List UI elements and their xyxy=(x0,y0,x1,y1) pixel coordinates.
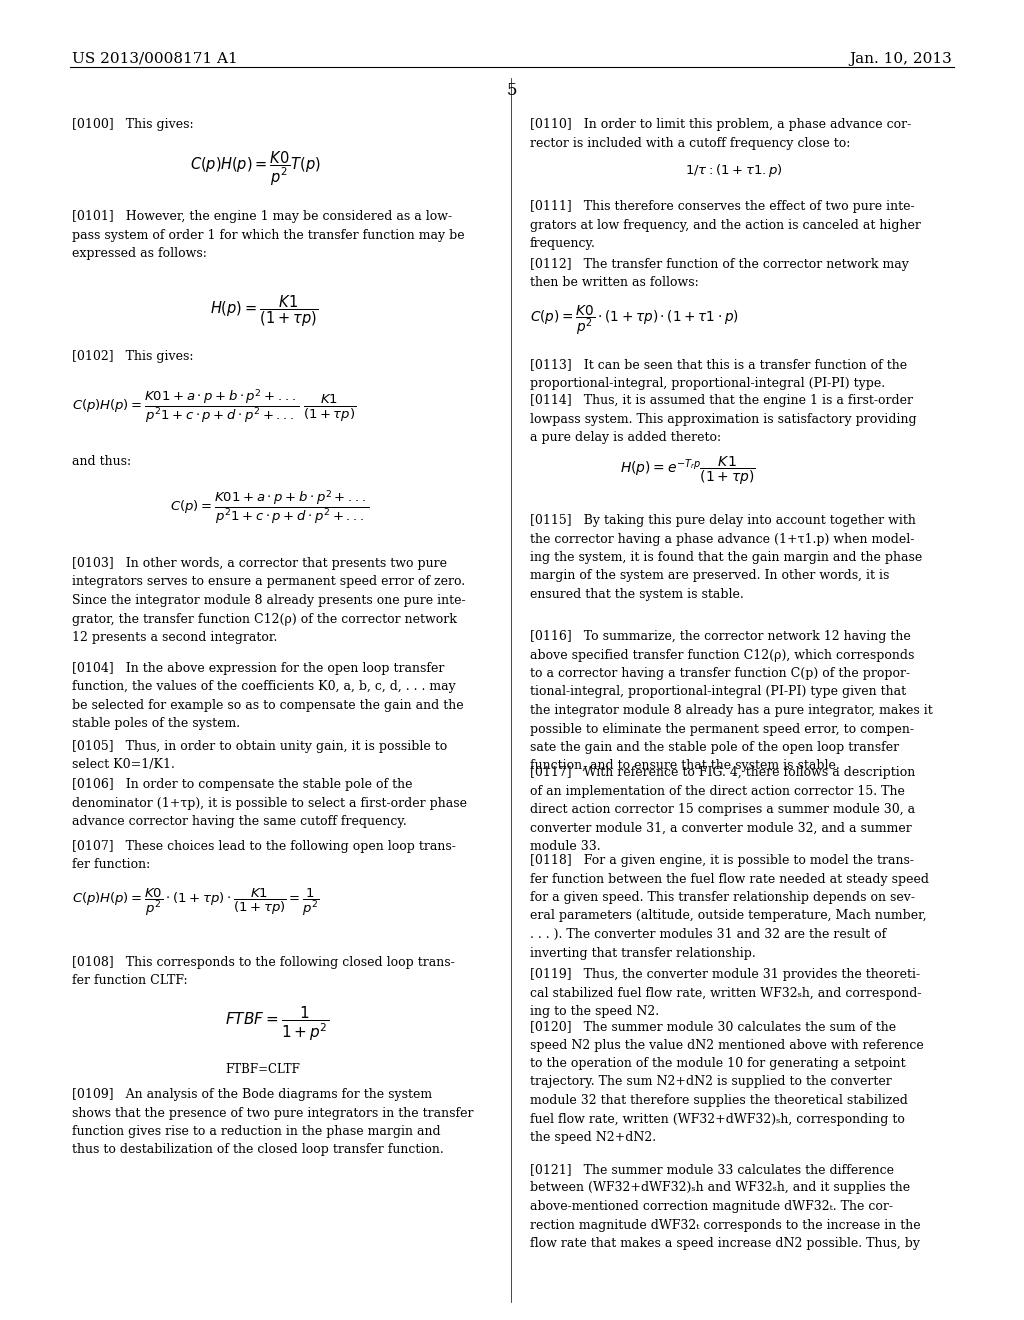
Text: [0119]   Thus, the converter module 31 provides the theoreti-
cal stabilized fue: [0119] Thus, the converter module 31 pro… xyxy=(530,968,922,1018)
Text: [0108]   This corresponds to the following closed loop trans-
fer function CLTF:: [0108] This corresponds to the following… xyxy=(72,956,455,987)
Text: [0114]   Thus, it is assumed that the engine 1 is a first-order
lowpass system. : [0114] Thus, it is assumed that the engi… xyxy=(530,393,916,444)
Text: [0112]   The transfer function of the corrector network may
then be written as f: [0112] The transfer function of the corr… xyxy=(530,257,909,289)
Text: FTBF=CLTF: FTBF=CLTF xyxy=(225,1063,300,1076)
Text: [0107]   These choices lead to the following open loop trans-
fer function:: [0107] These choices lead to the followi… xyxy=(72,840,456,871)
Text: [0121]   The summer module 33 calculates the difference
between (WF32+dWF32)ₛh a: [0121] The summer module 33 calculates t… xyxy=(530,1163,921,1250)
Text: [0111]   This therefore conserves the effect of two pure inte-
grators at low fr: [0111] This therefore conserves the effe… xyxy=(530,201,921,249)
Text: [0109]   An analysis of the Bode diagrams for the system
shows that the presence: [0109] An analysis of the Bode diagrams … xyxy=(72,1088,473,1156)
Text: [0115]   By taking this pure delay into account together with
the corrector havi: [0115] By taking this pure delay into ac… xyxy=(530,513,923,601)
Text: [0102]   This gives:: [0102] This gives: xyxy=(72,350,194,363)
Text: [0116]   To summarize, the corrector network 12 having the
above specified trans: [0116] To summarize, the corrector netwo… xyxy=(530,630,933,772)
Text: [0101]   However, the engine 1 may be considered as a low-
pass system of order : [0101] However, the engine 1 may be cons… xyxy=(72,210,465,260)
Text: $H(p) = \dfrac{K1}{(1 + \tau p)}$: $H(p) = \dfrac{K1}{(1 + \tau p)}$ xyxy=(210,293,318,329)
Text: and thus:: and thus: xyxy=(72,455,131,469)
Text: [0105]   Thus, in order to obtain unity gain, it is possible to
select K0=1/K1.: [0105] Thus, in order to obtain unity ga… xyxy=(72,741,447,771)
Text: $C(p)H(p) = \dfrac{K0}{p^2} \cdot (1+\tau p) \cdot \dfrac{K1}{(1+\tau p)} = \dfr: $C(p)H(p) = \dfrac{K0}{p^2} \cdot (1+\ta… xyxy=(72,887,319,919)
Text: [0113]   It can be seen that this is a transfer function of the
proportional-int: [0113] It can be seen that this is a tra… xyxy=(530,358,907,389)
Text: $FTBF = \dfrac{1}{1+p^2}$: $FTBF = \dfrac{1}{1+p^2}$ xyxy=(225,1005,329,1044)
Text: $C(p)H(p) = \dfrac{K01+a \cdot p+b \cdot p^2+...}{p^21+c \cdot p+d \cdot p^2+...: $C(p)H(p) = \dfrac{K01+a \cdot p+b \cdot… xyxy=(72,387,356,425)
Text: [0118]   For a given engine, it is possible to model the trans-
fer function bet: [0118] For a given engine, it is possibl… xyxy=(530,854,929,960)
Text: $C(p) = \dfrac{K01+a \cdot p+b \cdot p^2+...}{p^21+c \cdot p+d \cdot p^2+...}$: $C(p) = \dfrac{K01+a \cdot p+b \cdot p^2… xyxy=(170,488,370,525)
Text: $C(p) = \dfrac{K0}{p^2} \cdot (1+\tau p) \cdot (1+\tau 1 \cdot p)$: $C(p) = \dfrac{K0}{p^2} \cdot (1+\tau p)… xyxy=(530,304,739,337)
Text: [0104]   In the above expression for the open loop transfer
function, the values: [0104] In the above expression for the o… xyxy=(72,663,464,730)
Text: $H(p) = e^{-T_rp}\dfrac{K1}{(1+\tau p)}$: $H(p) = e^{-T_rp}\dfrac{K1}{(1+\tau p)}$ xyxy=(620,455,756,487)
Text: Jan. 10, 2013: Jan. 10, 2013 xyxy=(849,51,952,66)
Text: [0106]   In order to compensate the stable pole of the
denominator (1+τp), it is: [0106] In order to compensate the stable… xyxy=(72,777,467,828)
Text: [0120]   The summer module 30 calculates the sum of the
speed N2 plus the value : [0120] The summer module 30 calculates t… xyxy=(530,1020,924,1144)
Text: $C(p)H(p) = \dfrac{K0}{p^2}T(p)$: $C(p)H(p) = \dfrac{K0}{p^2}T(p)$ xyxy=(190,150,321,189)
Text: $1/\tau:(1+\tau1.p)$: $1/\tau:(1+\tau1.p)$ xyxy=(685,162,783,180)
Text: [0103]   In other words, a corrector that presents two pure
integrators serves t: [0103] In other words, a corrector that … xyxy=(72,557,466,644)
Text: [0100]   This gives:: [0100] This gives: xyxy=(72,117,194,131)
Text: US 2013/0008171 A1: US 2013/0008171 A1 xyxy=(72,51,238,66)
Text: [0117]   With reference to FIG. 4, there follows a description
of an implementat: [0117] With reference to FIG. 4, there f… xyxy=(530,766,915,853)
Text: [0110]   In order to limit this problem, a phase advance cor-
rector is included: [0110] In order to limit this problem, a… xyxy=(530,117,911,149)
Text: 5: 5 xyxy=(507,82,517,99)
